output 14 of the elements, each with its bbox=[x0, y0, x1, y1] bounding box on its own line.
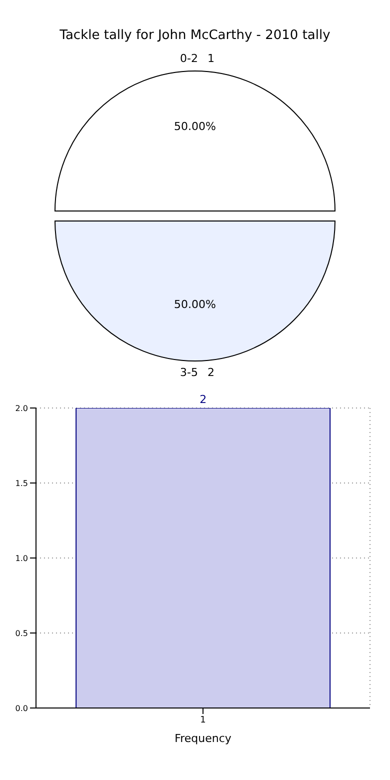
y-tick-label: 1.5 bbox=[15, 478, 28, 488]
data-label: 50.00% bbox=[174, 120, 216, 134]
data-label: 2 bbox=[200, 393, 207, 406]
slice-label: 0-2 bbox=[180, 52, 198, 66]
y-tick-label: 0.0 bbox=[15, 704, 28, 713]
y-tick-label: 2.0 bbox=[15, 404, 28, 413]
x-axis-title: Frequency bbox=[174, 732, 232, 745]
slice-label: 3-5 bbox=[180, 366, 198, 380]
text: 2 bbox=[208, 366, 214, 380]
y-tick-label: 0.5 bbox=[15, 628, 28, 638]
text: 1 bbox=[208, 52, 214, 66]
data-label: 50.00% bbox=[174, 298, 216, 312]
y-tick-label: 1.0 bbox=[15, 554, 28, 563]
chart-title: Tackle tally for John McCarthy - 2010 tally bbox=[58, 27, 332, 45]
